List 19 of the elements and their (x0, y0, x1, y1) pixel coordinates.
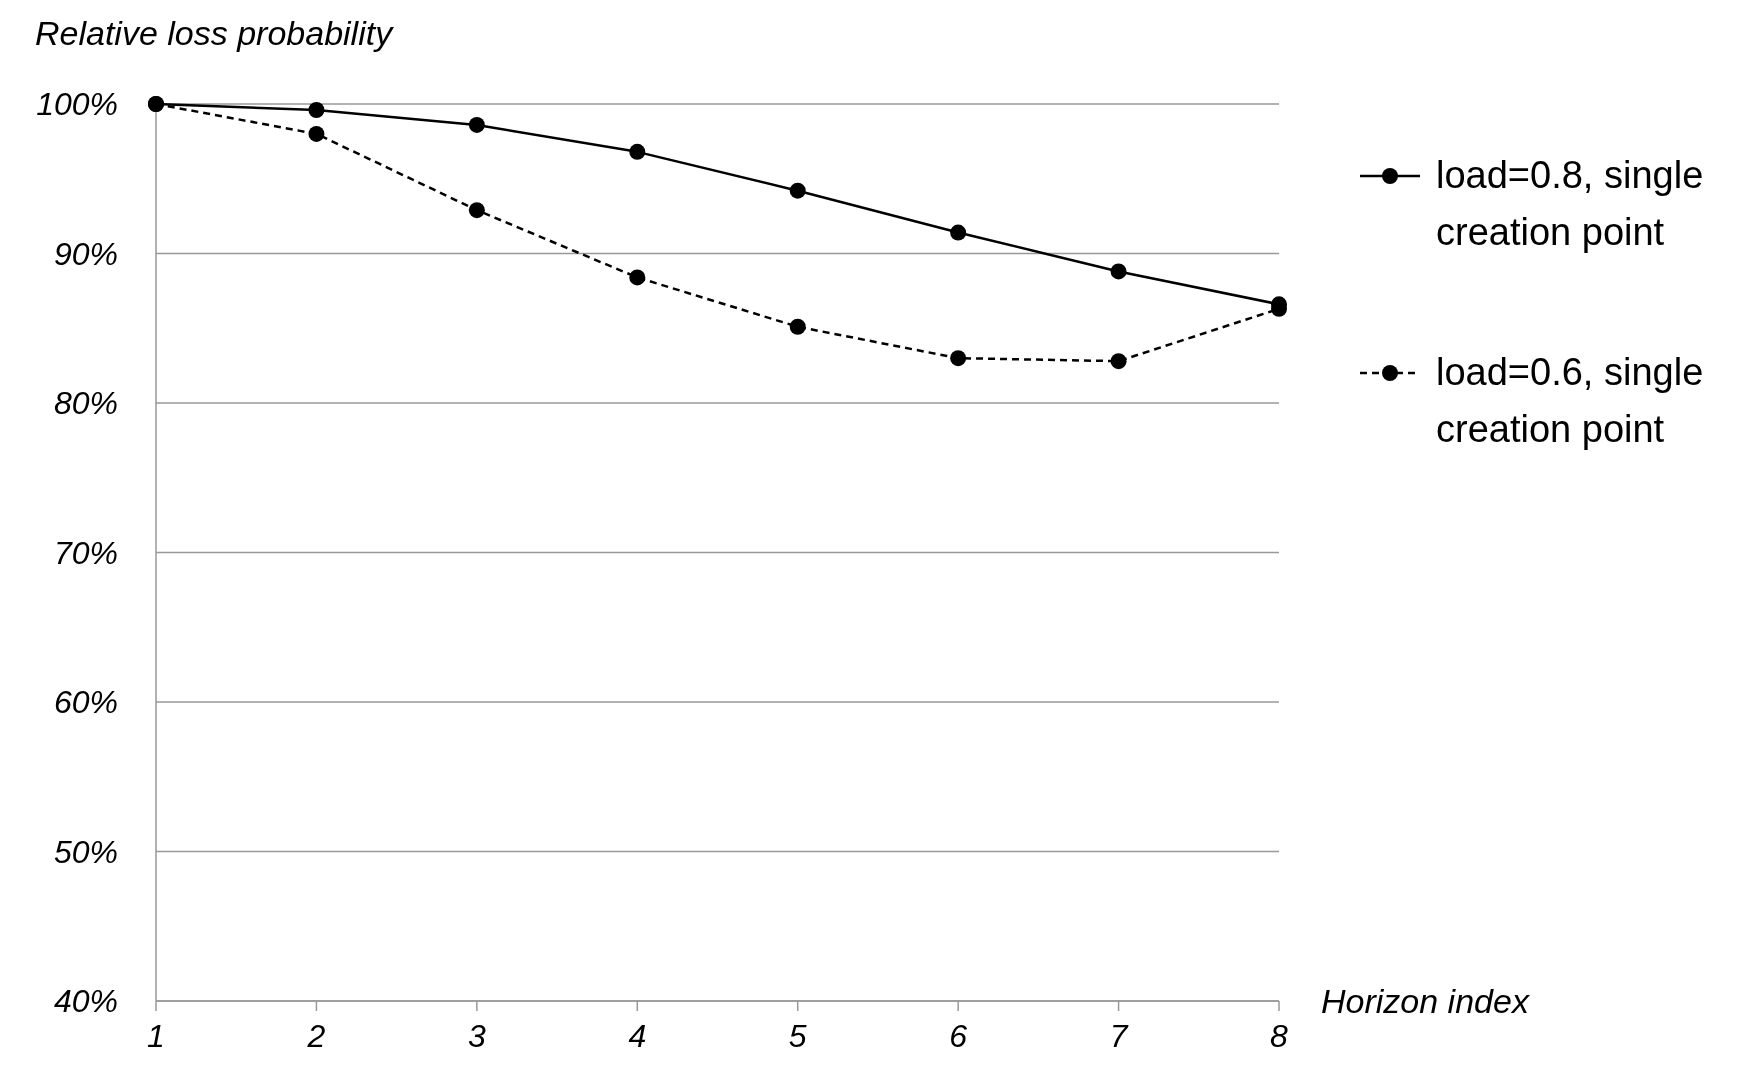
x-tick-label: 3 (467, 1018, 486, 1054)
x-tick-label: 5 (788, 1018, 807, 1054)
y-tick-label: 80% (53, 385, 118, 421)
y-tick-label: 70% (53, 534, 118, 571)
y-tick-label: 40% (53, 983, 118, 1019)
x-tick-label: 7 (1109, 1018, 1129, 1054)
y-tick-label: 60% (53, 684, 118, 720)
y-tick-label: 50% (53, 833, 118, 870)
x-tick-label: 4 (628, 1018, 647, 1054)
x-tick-label: 2 (306, 1018, 326, 1054)
x-axis-title: Horizon index (1321, 982, 1530, 1020)
y-tick-label: 90% (53, 235, 118, 272)
x-tick-label: 1 (147, 1018, 165, 1054)
legend-label: load=0.8, single creation point (1436, 154, 1704, 253)
legend-label: load=0.6, single creation point (1436, 351, 1704, 450)
y-axis-title: Relative loss probability (35, 14, 395, 52)
x-tick-label: 8 (1270, 1018, 1289, 1054)
x-tick-label: 6 (949, 1018, 968, 1054)
y-tick-label: 100% (36, 86, 118, 122)
